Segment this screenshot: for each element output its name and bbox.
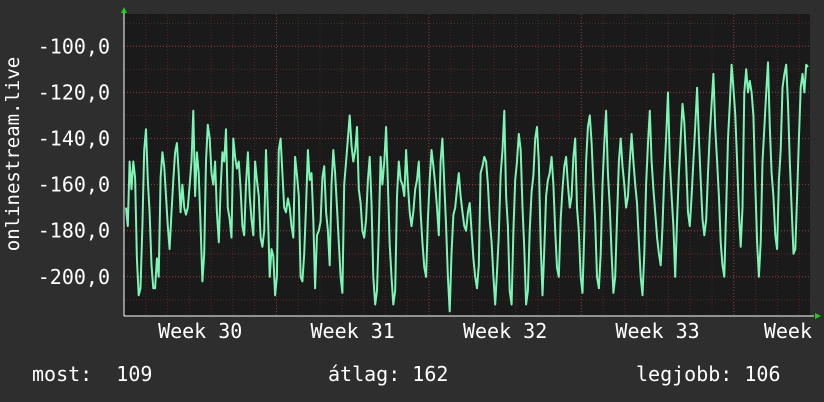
- y-tick-label: -120,0: [38, 80, 110, 104]
- legend-average: átlag: 162: [328, 362, 449, 386]
- y-axis-ticks: -100,0 -120,0 -140,0 -160,0 -180,0 -200,0: [38, 34, 110, 289]
- legend-best: legjobb: 106: [636, 362, 781, 386]
- y-axis-arrow-icon: [121, 7, 127, 13]
- y-tick-label: -160,0: [38, 173, 110, 197]
- x-tick-label: Week: [764, 319, 812, 343]
- legend-current: most: 109: [32, 362, 153, 386]
- x-tick-label: Week 33: [615, 319, 699, 343]
- y-tick-label: -200,0: [38, 265, 110, 289]
- x-axis-arrow-icon: [815, 313, 821, 319]
- y-axis-label: onlinestream.live: [2, 56, 24, 252]
- y-axis-label-wrap: onlinestream.live: [2, 30, 26, 280]
- y-tick-label: -180,0: [38, 219, 110, 243]
- y-tick-label: -140,0: [38, 126, 110, 150]
- y-tick-label: -100,0: [38, 34, 110, 58]
- x-tick-label: Week 30: [158, 319, 242, 343]
- axes: [121, 7, 821, 319]
- x-tick-label: Week 31: [311, 319, 395, 343]
- major-grid: [124, 14, 810, 316]
- x-tick-label: Week 32: [463, 319, 547, 343]
- series-line: [125, 61, 809, 313]
- x-axis-ticks: Week 30 Week 31 Week 32 Week 33 Week: [158, 319, 812, 343]
